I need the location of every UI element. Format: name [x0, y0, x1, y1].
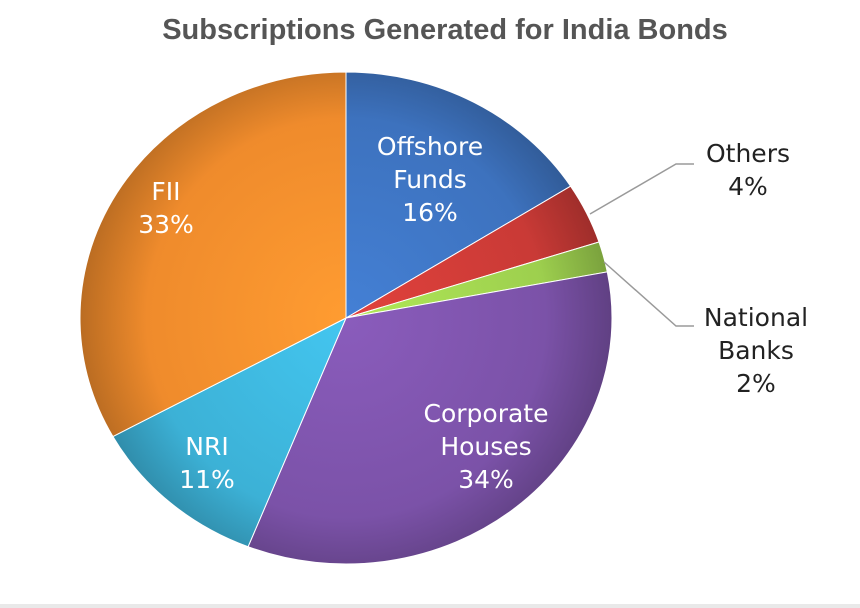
slice-label-fii: FII 33%	[138, 177, 194, 239]
bottom-divider	[0, 604, 860, 608]
pie-slice-corporate-houses	[247, 271, 613, 565]
pie-slice-nri	[112, 316, 348, 548]
slice-label-others: Others 4%	[706, 139, 790, 201]
slice-label-nri: NRI 11%	[179, 432, 235, 494]
pie-slice-offshore-funds	[345, 71, 572, 319]
chart-title: Subscriptions Generated for India Bonds	[162, 14, 728, 46]
slice-label-national-banks: National Banks 2%	[704, 303, 808, 398]
leader-line-others	[589, 163, 694, 215]
leader-line-national-banks	[603, 261, 694, 327]
slice-label-corporate-houses: Corporate Houses 34%	[424, 399, 549, 494]
pie-slice-fii	[79, 71, 347, 438]
slice-label-offshore-funds: Offshore Funds 16%	[377, 132, 483, 227]
